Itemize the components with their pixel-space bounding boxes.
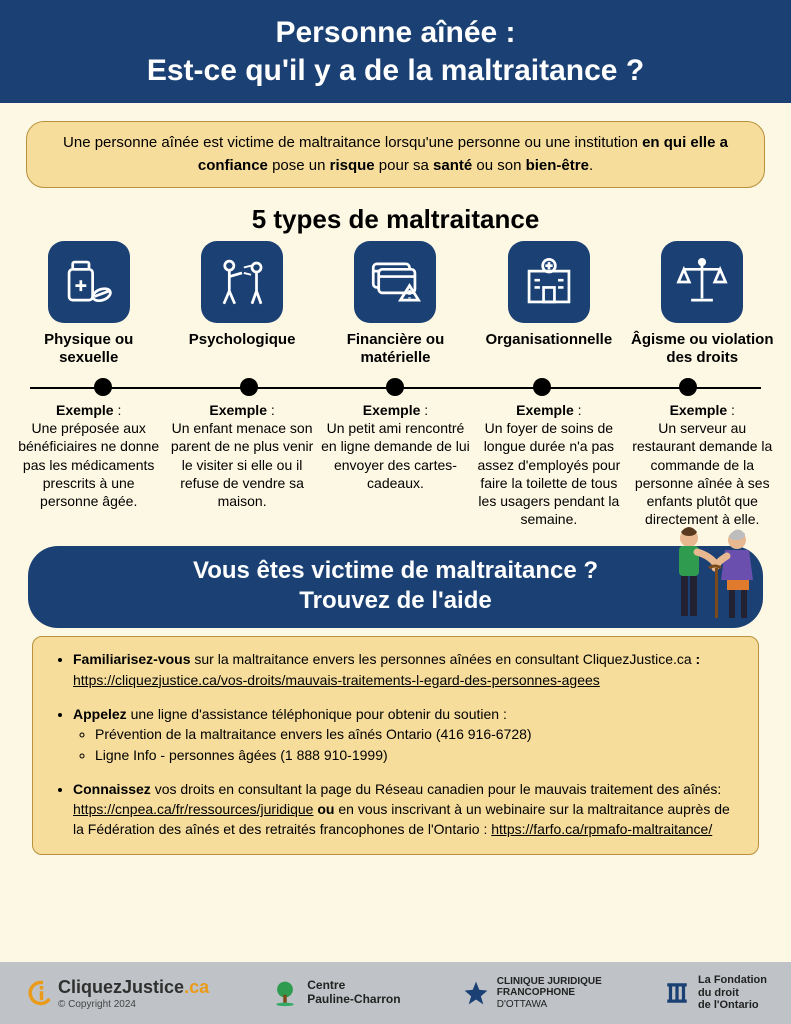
type-organizational: Organisationnelle bbox=[474, 241, 624, 369]
help-item-rights: Connaissez vos droits en consultant la p… bbox=[73, 779, 740, 840]
help-resources-box: Familiarisez-vous sur la maltraitance en… bbox=[32, 636, 759, 854]
timeline-dot bbox=[679, 378, 697, 396]
hospital-icon bbox=[508, 241, 590, 323]
footer: CliquezJustice.ca © Copyright 2024 Centr… bbox=[0, 962, 791, 1024]
title-line-1: Personne aînée : bbox=[275, 16, 515, 49]
partner-fdo: La Fondationdu droitde l'Ontario bbox=[664, 974, 767, 1012]
partner-cpc: CentrePauline-Charron bbox=[271, 979, 400, 1007]
type-psychological: Psychologique bbox=[167, 241, 317, 369]
intro-wrapper: Une personne aînée est victime de maltra… bbox=[0, 103, 791, 198]
link-farfo[interactable]: https://farfo.ca/rpmafo-maltraitance/ bbox=[491, 821, 712, 837]
type-physical: Physique ou sexuelle bbox=[14, 241, 164, 369]
types-heading: 5 types de maltraitance bbox=[0, 204, 791, 235]
link-cnpea[interactable]: https://cnpea.ca/fr/ressources/juridique bbox=[73, 801, 313, 817]
type-label: Psychologique bbox=[189, 331, 296, 369]
link-cliquezjustice[interactable]: https://cliquezjustice.ca/vos-droits/mau… bbox=[73, 672, 600, 688]
example-physical: Exemple : Une préposée aux bénéficiaires… bbox=[14, 401, 164, 510]
type-label: Financière ou matérielle bbox=[320, 331, 470, 369]
help-item-call: Appelez une ligne d'assistance téléphoni… bbox=[73, 704, 740, 765]
examples-row: Exemple : Une préposée aux bénéficiaires… bbox=[0, 401, 791, 528]
timeline-dot bbox=[94, 378, 112, 396]
example-ageism: Exemple : Un serveur au restaurant deman… bbox=[627, 401, 777, 528]
help-heading-line2: Trouvez de l'aide bbox=[299, 587, 491, 614]
tree-icon bbox=[271, 979, 299, 1007]
type-label: Physique ou sexuelle bbox=[14, 331, 164, 369]
timeline-dot bbox=[386, 378, 404, 396]
help-phone-line: Prévention de la maltraitance envers les… bbox=[95, 724, 740, 744]
example-psychological: Exemple : Un enfant menace son parent de… bbox=[167, 401, 317, 510]
type-label: Organisationnelle bbox=[486, 331, 613, 369]
types-row: Physique ou sexuelle Psychologique bbox=[0, 241, 791, 369]
shout-icon bbox=[201, 241, 283, 323]
timeline bbox=[30, 377, 761, 397]
brand-cliquezjustice: CliquezJustice.ca © Copyright 2024 bbox=[24, 977, 209, 1010]
page-title: Personne aînée : Est-ce qu'il y a de la … bbox=[0, 0, 791, 103]
intro-callout: Une personne aînée est victime de maltra… bbox=[26, 121, 765, 188]
type-label: Âgisme ou violation des droits bbox=[627, 331, 777, 369]
help-heading-line1: Vous êtes victime de maltraitance ? bbox=[193, 557, 598, 584]
card-alert-icon bbox=[354, 241, 436, 323]
infographic-page: Personne aînée : Est-ce qu'il y a de la … bbox=[0, 0, 791, 1024]
help-heading: Vous êtes victime de maltraitance ? Trou… bbox=[28, 546, 763, 628]
timeline-dot bbox=[240, 378, 258, 396]
help-item-learn: Familiarisez-vous sur la maltraitance en… bbox=[73, 649, 740, 690]
timeline-dot bbox=[533, 378, 551, 396]
pillars-icon bbox=[664, 980, 690, 1006]
example-organizational: Exemple : Un foyer de soins de longue du… bbox=[474, 401, 624, 528]
help-phone-line: Ligne Info - personnes âgées (1 888 910-… bbox=[95, 745, 740, 765]
brand-logo-icon bbox=[24, 979, 52, 1007]
type-ageism: Âgisme ou violation des droits bbox=[627, 241, 777, 369]
star-icon bbox=[463, 980, 489, 1006]
partner-cjf: CLINIQUE JURIDIQUEFRANCOPHONED'OTTAWA bbox=[463, 976, 602, 1011]
copyright-text: © Copyright 2024 bbox=[58, 999, 209, 1010]
medicine-icon bbox=[48, 241, 130, 323]
scales-icon bbox=[661, 241, 743, 323]
people-illustration-icon bbox=[659, 522, 769, 634]
title-line-2: Est-ce qu'il y a de la maltraitance ? bbox=[147, 54, 644, 87]
timeline-dots bbox=[30, 377, 761, 396]
example-financial: Exemple : Un petit ami rencontré en lign… bbox=[320, 401, 470, 492]
type-financial: Financière ou matérielle bbox=[320, 241, 470, 369]
